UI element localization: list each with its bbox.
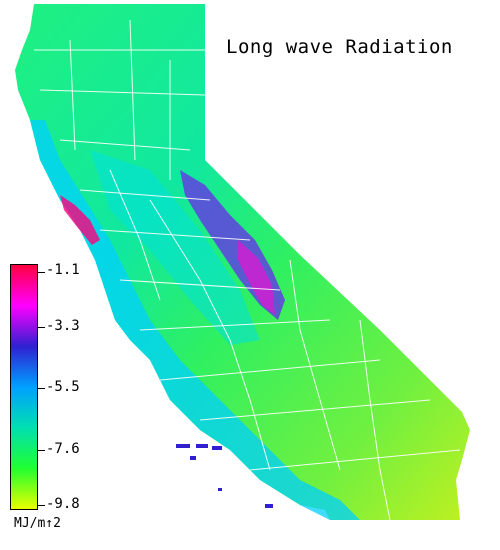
legend-tick-label: -3.3 bbox=[46, 318, 80, 334]
legend-tick-mark bbox=[38, 450, 45, 451]
legend-tick-mark bbox=[38, 327, 45, 328]
legend-tick-label: -7.6 bbox=[46, 441, 80, 457]
legend-color-bar bbox=[10, 264, 38, 510]
central-valley bbox=[90, 150, 260, 345]
map-title: Long wave Radiation bbox=[226, 36, 453, 58]
sierra-peaks bbox=[238, 240, 275, 315]
legend-tick-mark bbox=[38, 388, 45, 389]
channel-islands bbox=[176, 444, 273, 508]
legend-tick-mark bbox=[38, 505, 45, 506]
legend-tick-label: -9.8 bbox=[46, 496, 80, 512]
legend-tick-mark bbox=[38, 272, 45, 273]
legend-tick-label: -5.5 bbox=[46, 379, 80, 395]
bay-area-edge bbox=[60, 195, 100, 245]
legend-tick-label: -1.1 bbox=[46, 262, 80, 278]
county-boundaries bbox=[34, 19, 461, 521]
legend-units: MJ/m↑2 bbox=[14, 516, 61, 531]
